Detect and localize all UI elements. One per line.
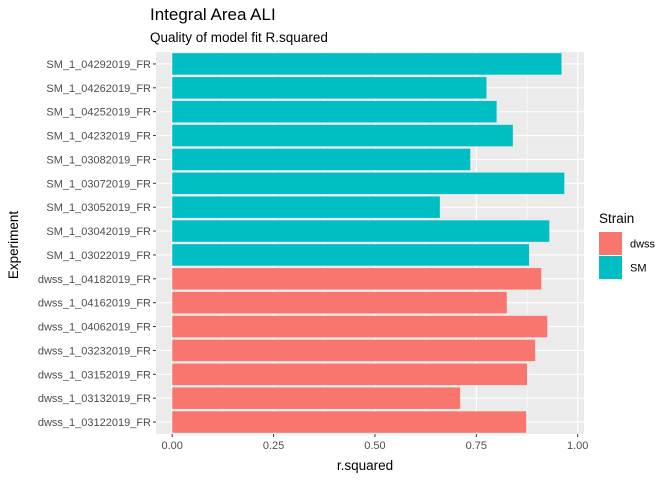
bar-SM_1_04232019_FR (172, 124, 513, 147)
bar-dwss_1_04162019_FR (172, 291, 507, 314)
y-tick-label: SM_1_03082019_FR (46, 154, 151, 166)
legend: Strain dwss SM (599, 211, 656, 279)
bar-dwss_1_04182019_FR (172, 268, 542, 290)
x-tick-label: 0.25 (263, 440, 284, 452)
y-tick-label: SM_1_03072019_FR (46, 178, 151, 190)
chart-title: Integral Area ALI (150, 5, 276, 24)
bar-SM_1_03052019_FR (172, 196, 440, 218)
y-tick-label: SM_1_03042019_FR (46, 226, 151, 238)
y-tick-label: SM_1_03052019_FR (46, 202, 151, 214)
bar-SM_1_03022019_FR (172, 244, 530, 266)
bars (172, 53, 565, 433)
bar-dwss_1_03152019_FR (172, 363, 528, 386)
legend-label-sm: SM (630, 263, 647, 275)
bar-SM_1_03042019_FR (172, 220, 550, 242)
x-tick-label: 0.50 (364, 440, 385, 452)
bar-SM_1_03072019_FR (172, 172, 565, 195)
bar-SM_1_03082019_FR (172, 148, 471, 171)
y-tick-label: dwss_1_04062019_FR (38, 322, 151, 334)
x-axis-ticks: 0.00 0.25 0.50 0.75 1.00 (162, 434, 588, 452)
legend-key-sm (599, 256, 622, 279)
y-axis-ticks: SM_1_04292019_FR SM_1_04262019_FR SM_1_042… (38, 59, 156, 429)
bar-SM_1_04292019_FR (172, 53, 562, 75)
chart-subtitle: Quality of model fit R.squared (150, 30, 328, 45)
y-tick-label: SM_1_04292019_FR (46, 59, 151, 71)
y-tick-label: SM_1_04262019_FR (46, 83, 151, 95)
y-tick-label: dwss_1_04182019_FR (38, 274, 151, 286)
y-axis-title: Experiment (6, 211, 21, 280)
y-tick-label: dwss_1_04162019_FR (38, 298, 151, 310)
bar-dwss_1_04062019_FR (172, 315, 548, 338)
bar-dwss_1_03122019_FR (172, 411, 527, 433)
y-tick-label: dwss_1_03152019_FR (38, 369, 151, 381)
y-tick-label: SM_1_04232019_FR (46, 131, 151, 143)
bar-dwss_1_03232019_FR (172, 339, 536, 362)
bar-dwss_1_03132019_FR (172, 387, 461, 409)
y-tick-label: SM_1_04252019_FR (46, 107, 151, 119)
legend-label-dwss: dwss (630, 239, 656, 251)
x-tick-label: 0.00 (162, 440, 183, 452)
y-tick-label: dwss_1_03122019_FR (38, 417, 151, 429)
x-axis-title: r.squared (337, 458, 393, 473)
y-tick-label: dwss_1_03232019_FR (38, 345, 151, 357)
legend-key-dwss (599, 232, 622, 255)
bar-SM_1_04252019_FR (172, 100, 497, 123)
legend-title: Strain (599, 211, 634, 226)
x-tick-label: 0.75 (466, 440, 487, 452)
y-tick-label: SM_1_03022019_FR (46, 250, 151, 262)
bar-SM_1_04262019_FR (172, 77, 487, 99)
y-tick-label: dwss_1_03132019_FR (38, 393, 151, 405)
x-tick-label: 1.00 (567, 440, 588, 452)
